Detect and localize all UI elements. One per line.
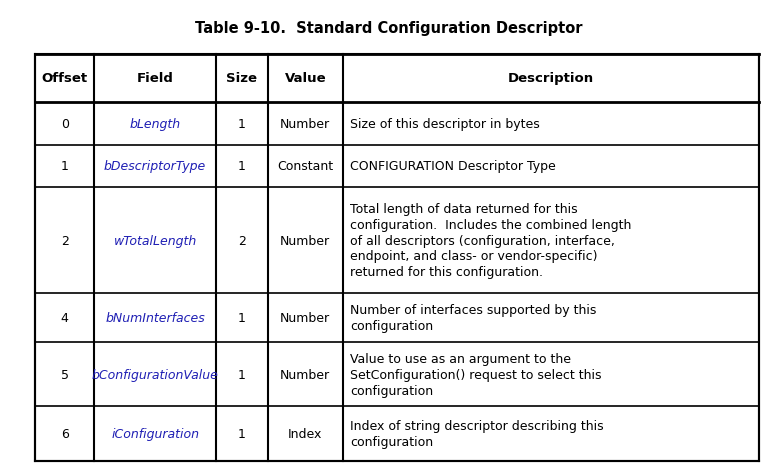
Text: Offset: Offset: [41, 72, 88, 85]
Text: bNumInterfaces: bNumInterfaces: [105, 311, 205, 325]
Text: wTotalLength: wTotalLength: [114, 234, 197, 247]
Text: Size: Size: [226, 72, 258, 85]
Text: 6: 6: [61, 427, 68, 440]
Text: Number: Number: [280, 118, 331, 130]
Text: of all descriptors (configuration, interface,: of all descriptors (configuration, inter…: [350, 234, 615, 247]
Text: Value: Value: [285, 72, 326, 85]
Text: 0: 0: [61, 118, 68, 130]
Text: Value to use as an argument to the: Value to use as an argument to the: [350, 353, 571, 366]
Text: bConfigurationValue: bConfigurationValue: [92, 368, 219, 381]
Text: SetConfiguration() request to select this: SetConfiguration() request to select thi…: [350, 368, 602, 381]
Text: configuration: configuration: [350, 384, 433, 397]
Text: 4: 4: [61, 311, 68, 325]
Text: Field: Field: [137, 72, 173, 85]
Text: 1: 1: [238, 311, 246, 325]
Text: 1: 1: [238, 118, 246, 130]
Text: configuration: configuration: [350, 319, 433, 332]
Text: Table 9-10.  Standard Configuration Descriptor: Table 9-10. Standard Configuration Descr…: [195, 21, 583, 36]
Text: 2: 2: [238, 234, 246, 247]
Text: Constant: Constant: [277, 160, 333, 173]
Text: Number: Number: [280, 234, 331, 247]
Text: 1: 1: [61, 160, 68, 173]
Text: Size of this descriptor in bytes: Size of this descriptor in bytes: [350, 118, 540, 130]
Text: Number: Number: [280, 311, 331, 325]
Text: Index: Index: [288, 427, 322, 440]
Text: Total length of data returned for this: Total length of data returned for this: [350, 203, 578, 216]
Text: CONFIGURATION Descriptor Type: CONFIGURATION Descriptor Type: [350, 160, 556, 173]
Text: iConfiguration: iConfiguration: [111, 427, 199, 440]
Text: Number: Number: [280, 368, 331, 381]
Text: 5: 5: [61, 368, 68, 381]
Text: Index of string descriptor describing this: Index of string descriptor describing th…: [350, 419, 604, 432]
Text: bDescriptorType: bDescriptorType: [104, 160, 206, 173]
Text: configuration.  Includes the combined length: configuration. Includes the combined len…: [350, 218, 632, 231]
Text: endpoint, and class- or vendor-specific): endpoint, and class- or vendor-specific): [350, 250, 598, 263]
Text: 2: 2: [61, 234, 68, 247]
Text: configuration: configuration: [350, 435, 433, 448]
Text: 1: 1: [238, 368, 246, 381]
Text: bLength: bLength: [130, 118, 180, 130]
Text: 1: 1: [238, 427, 246, 440]
Text: 1: 1: [238, 160, 246, 173]
Text: Description: Description: [507, 72, 594, 85]
Text: returned for this configuration.: returned for this configuration.: [350, 265, 543, 278]
Text: Number of interfaces supported by this: Number of interfaces supported by this: [350, 304, 597, 317]
